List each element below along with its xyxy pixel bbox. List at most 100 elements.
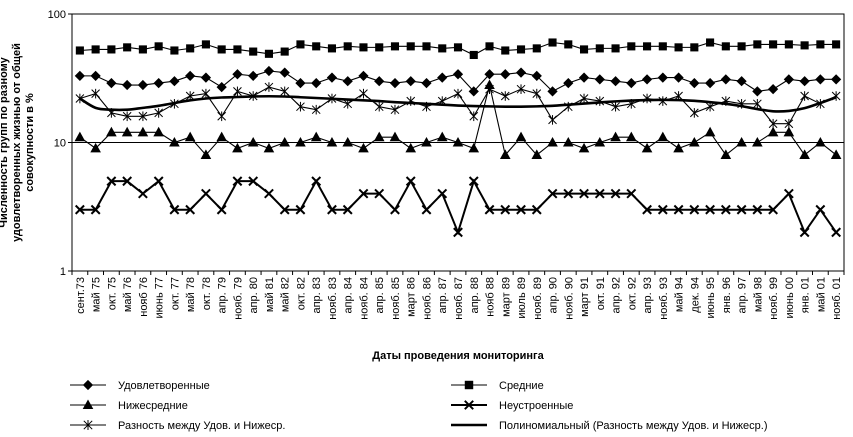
x-tick-label: окт. 92 bbox=[626, 277, 638, 310]
data-point-x bbox=[137, 188, 148, 199]
data-point-square bbox=[611, 44, 620, 53]
data-point-asterisk bbox=[453, 88, 463, 99]
data-point-diamond bbox=[578, 72, 590, 83]
x-tick-label: май 01 bbox=[815, 277, 827, 312]
data-point-diamond bbox=[279, 67, 290, 78]
data-point-square bbox=[501, 46, 510, 55]
data-point-triangle bbox=[326, 136, 338, 147]
x-tick-label: апр. 92 bbox=[611, 277, 623, 314]
legend-item: Разность между Удов. и Нижеср. bbox=[70, 419, 285, 432]
data-point-square bbox=[784, 40, 793, 49]
data-point-asterisk bbox=[359, 88, 368, 99]
x-tick-label: янв. 96 bbox=[721, 277, 733, 313]
data-point-x bbox=[768, 204, 779, 215]
data-point-diamond bbox=[831, 74, 842, 85]
data-point-asterisk bbox=[689, 108, 699, 118]
data-point-x bbox=[327, 204, 337, 215]
x-tick-label: нояб. 99 bbox=[768, 277, 780, 320]
data-point-asterisk bbox=[611, 101, 620, 112]
data-point-square bbox=[217, 45, 226, 54]
data-point-triangle bbox=[720, 149, 732, 159]
data-point-x bbox=[374, 188, 385, 199]
legend: Удовлетворенные Средние Нижесредние Неустро… bbox=[70, 379, 768, 432]
data-point-diamond bbox=[232, 69, 243, 80]
series-4 bbox=[74, 176, 842, 238]
data-point-asterisk bbox=[374, 101, 384, 112]
x-tick-label: нояб 88 bbox=[485, 277, 497, 317]
x-tick-label: апр. 80 bbox=[248, 277, 260, 314]
data-point-diamond bbox=[547, 86, 558, 97]
x-axis-label: Даты проведения мониторинга bbox=[372, 350, 544, 362]
x-tick-label: март 86 bbox=[406, 277, 418, 317]
data-point-asterisk bbox=[500, 91, 510, 101]
x-tick-label: апр. 85 bbox=[374, 277, 386, 314]
legend-item: Нижесредние bbox=[70, 399, 188, 412]
data-point-square bbox=[564, 40, 573, 49]
data-point-triangle bbox=[736, 136, 747, 147]
data-point-triangle bbox=[689, 136, 700, 147]
data-point-square bbox=[485, 42, 494, 51]
data-point-diamond bbox=[74, 70, 85, 81]
y-axis-label: Численность групп по разномуудовлетворен… bbox=[0, 43, 36, 242]
legend-label: Удовлетворенные bbox=[118, 380, 210, 392]
data-point-diamond bbox=[200, 72, 212, 83]
data-point-square bbox=[264, 49, 273, 58]
data-point-x bbox=[421, 204, 432, 215]
data-point-x bbox=[201, 188, 211, 199]
x-tick-label: апр. 93 bbox=[642, 277, 654, 314]
x-tick-label: май 78 bbox=[185, 277, 197, 312]
data-point-square bbox=[280, 47, 289, 56]
x-tick-label: апр. 79 bbox=[217, 277, 229, 314]
data-point-x bbox=[799, 227, 810, 238]
data-point-square bbox=[438, 44, 447, 53]
data-point-square bbox=[769, 40, 778, 49]
data-point-x bbox=[531, 204, 542, 215]
x-axis-ticks: сент.73 май 75 окт. 75 май 76 нояб 76 июнь 77… bbox=[71, 271, 845, 320]
y-axis-label-line: удовлетворенных жизнью от общей bbox=[11, 43, 23, 242]
data-point-triangle bbox=[216, 131, 227, 142]
data-point-x bbox=[390, 204, 400, 215]
data-point-asterisk bbox=[800, 91, 809, 101]
x-tick-label: нояб. 01 bbox=[831, 277, 843, 320]
data-point-diamond bbox=[531, 70, 542, 81]
x-tick-label: апр. 83 bbox=[311, 277, 323, 314]
series-1 bbox=[74, 65, 842, 97]
x-tick-label: нояб. 93 bbox=[658, 277, 670, 320]
x-tick-label: окт. 77 bbox=[169, 277, 181, 310]
data-point-square bbox=[170, 46, 179, 55]
data-point-triangle bbox=[169, 136, 180, 147]
data-point-diamond bbox=[452, 69, 464, 80]
data-point-x bbox=[516, 204, 526, 215]
data-point-diamond bbox=[468, 86, 479, 97]
data-point-triangle bbox=[82, 399, 94, 410]
data-point-triangle bbox=[752, 136, 763, 147]
data-point-diamond bbox=[610, 76, 621, 87]
data-point-square bbox=[800, 41, 809, 50]
data-point-square bbox=[674, 43, 683, 52]
series-5 bbox=[75, 82, 841, 129]
data-point-triangle bbox=[626, 131, 637, 142]
data-point-x bbox=[579, 188, 589, 199]
data-point-asterisk bbox=[485, 84, 494, 94]
x-tick-label: нояб. 90 bbox=[563, 277, 575, 320]
data-point-triangle bbox=[184, 131, 196, 142]
y-axis-ticks: 1 10 100 bbox=[48, 9, 72, 278]
data-point-triangle bbox=[594, 136, 606, 147]
x-tick-label: июнь 95 bbox=[705, 277, 717, 319]
data-point-x bbox=[153, 176, 164, 187]
data-point-triangle bbox=[263, 142, 275, 153]
data-point-x bbox=[90, 204, 101, 215]
x-tick-label: нояб. 86 bbox=[421, 277, 433, 320]
x-tick-label: май 75 bbox=[91, 277, 103, 312]
x-tick-label: нояб. 84 bbox=[358, 277, 370, 320]
data-point-triangle bbox=[90, 142, 101, 153]
data-point-diamond bbox=[374, 76, 385, 87]
data-point-x bbox=[831, 227, 842, 238]
data-point-diamond bbox=[153, 77, 164, 89]
data-point-triangle bbox=[342, 136, 354, 147]
data-point-triangle bbox=[106, 126, 117, 137]
data-point-triangle bbox=[830, 149, 842, 159]
legend-item: Удовлетворенные bbox=[70, 379, 210, 392]
data-point-x bbox=[752, 204, 763, 215]
data-point-square bbox=[464, 380, 474, 390]
